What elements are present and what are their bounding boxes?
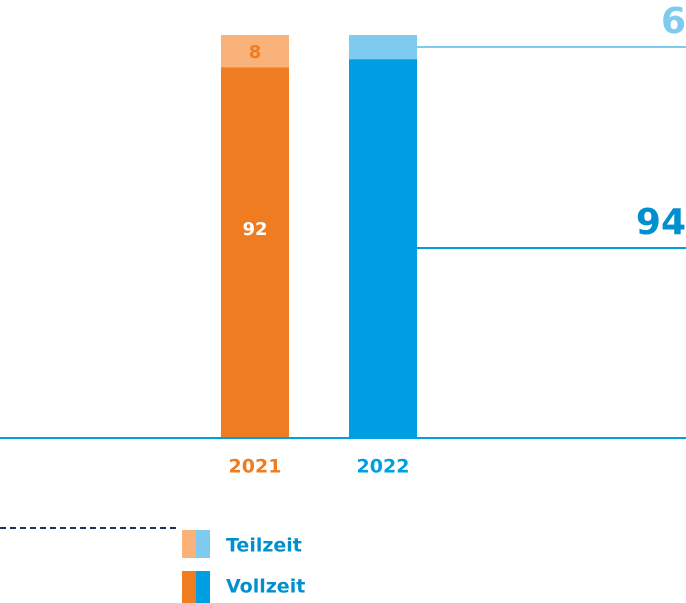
legend-swatch bbox=[182, 530, 196, 558]
legend-swatch bbox=[196, 571, 210, 603]
legend-swatch bbox=[182, 571, 196, 603]
legend-label: Vollzeit bbox=[226, 576, 305, 598]
bar-segment bbox=[349, 59, 417, 438]
bar-segment bbox=[349, 35, 417, 60]
value-label: 92 bbox=[242, 219, 267, 240]
bar-segment bbox=[221, 67, 289, 437]
bar-segment bbox=[221, 35, 289, 68]
value-label: 6 bbox=[661, 1, 686, 42]
legend-swatch bbox=[196, 530, 210, 558]
legend-label: Teilzeit bbox=[226, 535, 302, 557]
x-tick-label: 2022 bbox=[357, 456, 410, 478]
value-label: 8 bbox=[249, 42, 262, 63]
value-label: 94 bbox=[636, 202, 686, 243]
x-tick-label: 2021 bbox=[229, 456, 282, 478]
